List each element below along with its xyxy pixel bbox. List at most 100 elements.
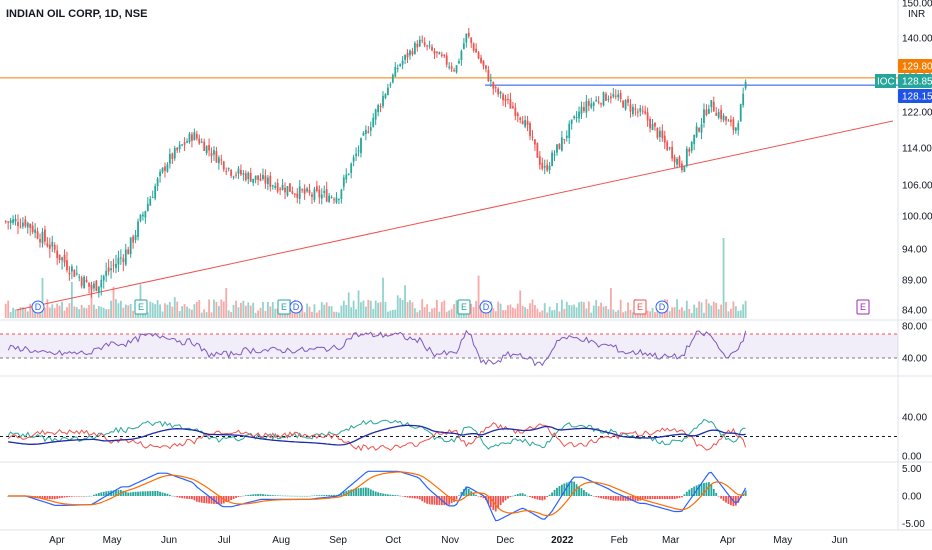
volume-bar xyxy=(551,310,553,318)
macd-histogram-bar xyxy=(360,487,362,496)
volume-bar xyxy=(320,302,323,318)
candle-body xyxy=(112,264,115,266)
macd-histogram-bar xyxy=(614,496,617,501)
candle-body xyxy=(627,99,629,103)
volume-bar xyxy=(70,281,73,318)
macd-histogram-bar xyxy=(298,495,301,497)
volume-bar xyxy=(215,301,218,318)
volume-bar xyxy=(722,238,725,318)
candle-body xyxy=(722,115,725,121)
volume-bar xyxy=(56,303,59,318)
price-tick-label: 150.00 xyxy=(902,0,932,10)
macd-histogram-bar xyxy=(66,496,68,498)
candle-body xyxy=(406,52,409,58)
candle-body xyxy=(654,122,656,127)
dividend-marker xyxy=(31,300,45,314)
volume-bar xyxy=(360,302,362,318)
macd-histogram-bar xyxy=(73,496,76,497)
candle-body xyxy=(602,92,605,106)
price-tick-label: 114.00 xyxy=(902,144,932,155)
candle-body xyxy=(494,87,497,89)
volume-bar xyxy=(543,303,546,318)
volume-bar xyxy=(17,309,19,318)
macd-histogram-bar xyxy=(661,496,664,500)
macd-histogram-bar xyxy=(262,494,264,496)
candle-body xyxy=(242,173,245,175)
volume-bar xyxy=(725,301,727,318)
volume-bar xyxy=(266,301,269,318)
macd-histogram-bar xyxy=(181,496,184,499)
volume-bar xyxy=(470,303,473,318)
volume-bar xyxy=(338,312,340,318)
candle-body xyxy=(119,257,122,259)
time-tick-label: Sep xyxy=(329,535,347,546)
candle-body xyxy=(205,145,208,154)
volume-bar xyxy=(573,304,576,318)
volume-bar xyxy=(590,312,593,318)
volume-bar xyxy=(668,311,671,318)
volume-bar xyxy=(119,300,122,318)
blue-line-tag-bg xyxy=(898,89,932,103)
volume-bar xyxy=(389,310,392,318)
candle-body xyxy=(357,150,360,152)
candle-body xyxy=(164,166,166,171)
candle-body xyxy=(227,168,230,170)
candle-body xyxy=(56,250,59,258)
candle-body xyxy=(144,211,147,218)
volume-bar xyxy=(227,310,230,318)
volume-bar xyxy=(12,307,14,318)
volume-bar xyxy=(205,312,208,318)
candle-body xyxy=(213,150,215,155)
volume-bar xyxy=(448,310,451,318)
macd-histogram-bar xyxy=(117,490,120,496)
volume-bar xyxy=(107,309,110,318)
volume-bar xyxy=(374,300,377,318)
macd-histogram-bar xyxy=(281,495,284,497)
trendline xyxy=(16,120,894,311)
macd-histogram-bar xyxy=(404,496,406,498)
candle-body xyxy=(105,271,108,276)
macd-histogram-bar xyxy=(394,495,397,496)
volume-bar xyxy=(632,312,634,318)
candle-body xyxy=(720,109,723,120)
candle-body xyxy=(396,67,399,69)
volume-bar xyxy=(690,312,693,318)
candle-body xyxy=(399,64,402,67)
macd-histogram-bar xyxy=(379,492,382,496)
volume-bar xyxy=(159,304,161,318)
macd-histogram-bar xyxy=(524,494,527,496)
macd-histogram-bar xyxy=(247,494,250,496)
candle-body xyxy=(257,175,259,180)
candle-body xyxy=(462,43,465,49)
volume-bar xyxy=(26,311,29,318)
volume-bar xyxy=(115,299,117,318)
macd-histogram-bar xyxy=(284,495,286,497)
adx-line xyxy=(8,424,746,446)
macd-histogram-bar xyxy=(345,490,348,496)
volume-bar xyxy=(80,304,83,318)
candle-body xyxy=(129,237,132,255)
volume-bar xyxy=(222,301,225,318)
volume-bar xyxy=(516,303,519,318)
candle-body xyxy=(286,186,289,196)
candle-body xyxy=(235,174,237,176)
volume-bar xyxy=(585,308,588,318)
macd-histogram-bar xyxy=(416,496,419,499)
volume-bar xyxy=(646,310,649,318)
macd-histogram-bar xyxy=(112,490,115,496)
macd-histogram-bar xyxy=(492,496,495,510)
macd-histogram-bar xyxy=(477,496,480,497)
volume-bar xyxy=(499,303,502,318)
candle-body xyxy=(262,174,264,180)
time-tick-label: Dec xyxy=(496,535,514,546)
volume-bar xyxy=(683,310,686,318)
macd-histogram-bar xyxy=(195,496,198,502)
macd-histogram-bar xyxy=(448,496,451,505)
candle-body xyxy=(73,269,76,277)
volume-bar xyxy=(132,310,135,318)
chart-title: INDIAN OIL CORP, 1D, NSE xyxy=(6,8,148,20)
macd-histogram-bar xyxy=(671,496,674,500)
volume-bar xyxy=(734,306,737,318)
candle-body xyxy=(166,164,169,172)
